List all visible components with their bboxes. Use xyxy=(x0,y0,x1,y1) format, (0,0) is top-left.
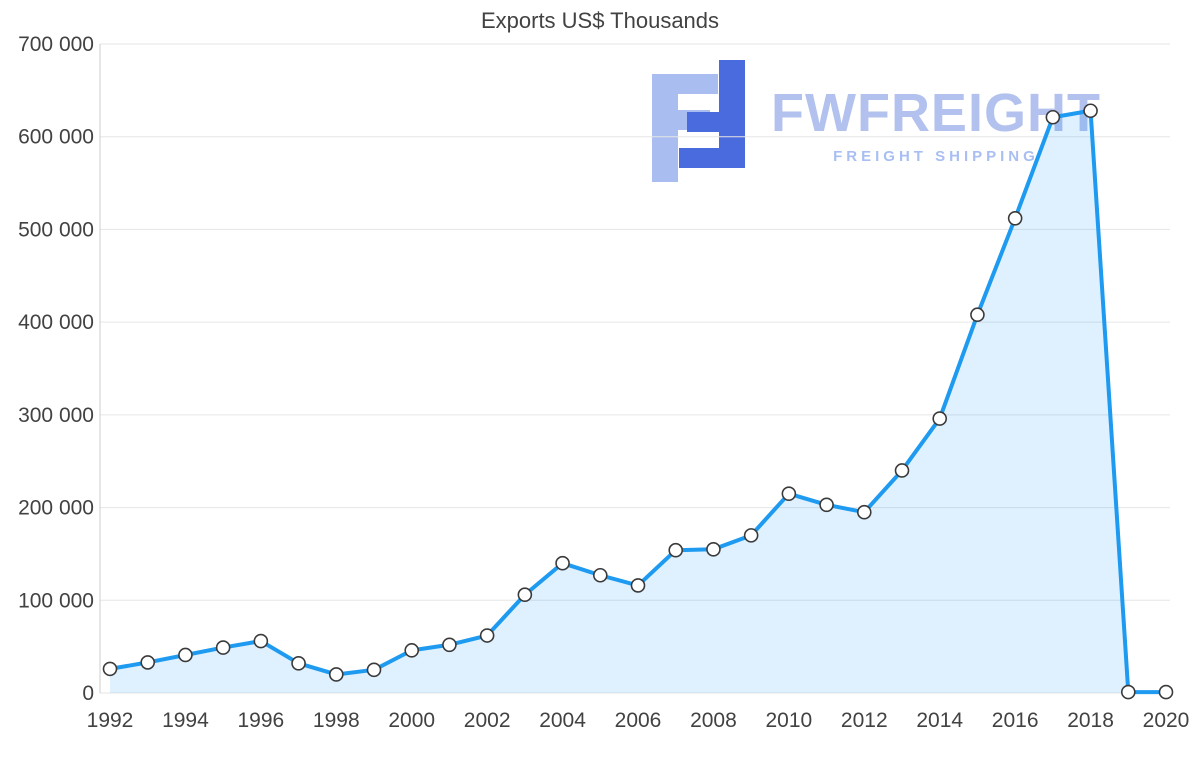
fwfreight-logo-icon xyxy=(652,60,745,182)
x-tick-label: 2000 xyxy=(388,709,435,732)
y-tick-label: 100 000 xyxy=(18,589,94,612)
data-point-marker xyxy=(253,633,269,649)
x-tick-label: 1992 xyxy=(87,709,134,732)
data-point-marker xyxy=(592,567,608,583)
x-tick-label: 1998 xyxy=(313,709,360,732)
data-point-marker xyxy=(970,307,985,323)
x-tick-label: 1994 xyxy=(162,709,209,732)
data-point-marker xyxy=(1007,211,1023,226)
x-tick-label: 1996 xyxy=(237,709,284,732)
data-point-marker xyxy=(630,578,646,593)
data-point-marker xyxy=(102,661,118,677)
logo-light-shape xyxy=(652,74,718,182)
data-point-marker xyxy=(178,647,193,663)
x-tick-label: 2004 xyxy=(539,709,586,732)
data-point-marker xyxy=(1045,109,1061,125)
y-tick-label: 300 000 xyxy=(18,404,94,427)
data-point-marker xyxy=(140,655,156,670)
watermark-text: FWFREIGHT FREIGHT SHIPPING xyxy=(771,86,1101,165)
data-point-marker xyxy=(894,463,910,478)
y-tick-label: 700 000 xyxy=(18,33,94,56)
data-point-marker xyxy=(856,504,872,520)
watermark-name: FWFREIGHT xyxy=(771,83,1101,143)
data-point-marker xyxy=(442,637,457,653)
data-point-marker xyxy=(215,640,231,655)
y-tick-label: 500 000 xyxy=(18,218,94,241)
x-tick-label: 2020 xyxy=(1143,709,1190,732)
data-point-marker xyxy=(932,411,948,426)
x-tick-label: 2006 xyxy=(615,709,662,732)
y-tick-label: 600 000 xyxy=(18,126,94,149)
x-tick-label: 2008 xyxy=(690,709,737,732)
y-tick-label: 200 000 xyxy=(18,497,94,520)
x-tick-label: 2002 xyxy=(464,709,511,732)
data-point-marker xyxy=(1083,103,1098,119)
data-point-marker xyxy=(1120,684,1136,700)
data-point-marker xyxy=(328,667,344,682)
data-point-marker xyxy=(819,497,834,513)
x-tick-label: 2014 xyxy=(916,709,963,732)
series-area xyxy=(110,110,1166,694)
watermark: FWFREIGHT FREIGHT SHIPPING xyxy=(646,60,1101,182)
data-point-marker xyxy=(668,542,684,558)
data-point-marker xyxy=(366,662,382,678)
data-point-marker xyxy=(291,656,306,671)
data-point-marker xyxy=(479,628,495,643)
data-point-marker xyxy=(781,486,797,501)
data-point-marker xyxy=(517,587,533,603)
data-point-marker xyxy=(404,643,420,658)
data-point-marker xyxy=(555,555,570,571)
y-tick-label: 0 xyxy=(82,682,94,705)
data-point-marker xyxy=(1158,684,1174,700)
x-tick-label: 2010 xyxy=(765,709,812,732)
logo-dark-shape xyxy=(679,60,745,168)
x-tick-label: 2018 xyxy=(1067,709,1114,732)
data-point-marker xyxy=(706,541,721,557)
data-point-marker xyxy=(743,528,759,543)
x-tick-label: 2012 xyxy=(841,709,888,732)
chart-title: Exports US$ Thousands xyxy=(480,8,720,33)
y-tick-label: 400 000 xyxy=(18,311,94,334)
watermark-tagline: FREIGHT SHIPPING xyxy=(833,148,1039,165)
x-tick-label: 2016 xyxy=(992,709,1039,732)
